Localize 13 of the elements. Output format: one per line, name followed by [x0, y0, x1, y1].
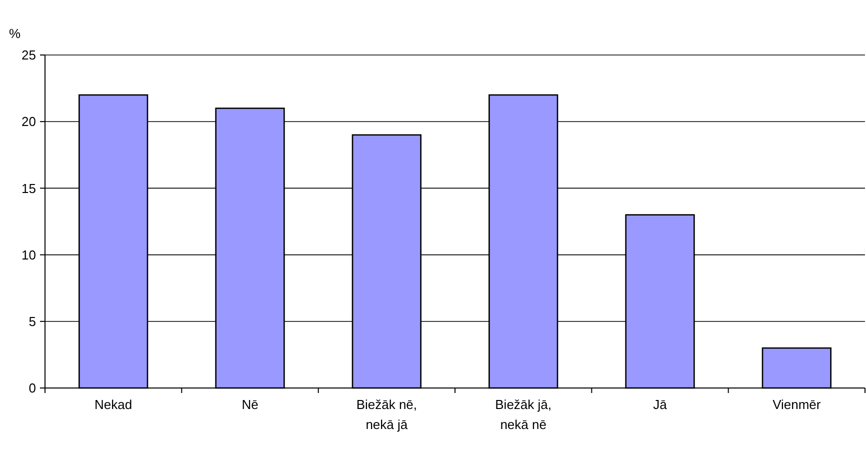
x-tick-label: Jā	[653, 397, 668, 412]
y-axis-title: %	[9, 26, 21, 41]
y-tick-label: 0	[28, 380, 36, 396]
x-tick-label: Biežāk nē, nekā jā	[356, 397, 418, 432]
x-tick-label: Nē	[242, 397, 258, 412]
y-tick-label: 10	[22, 247, 36, 262]
y-tick-label: 15	[22, 180, 36, 196]
y-tick-label: 25	[22, 48, 36, 63]
x-tick-label: Nekad	[94, 397, 132, 412]
y-tick-label: 20	[22, 114, 36, 130]
y-tick-label: 5	[28, 314, 36, 329]
x-tick-label: Vienmēr	[772, 397, 822, 412]
x-tick-label: Biežāk jā, nekā nē	[495, 397, 552, 432]
